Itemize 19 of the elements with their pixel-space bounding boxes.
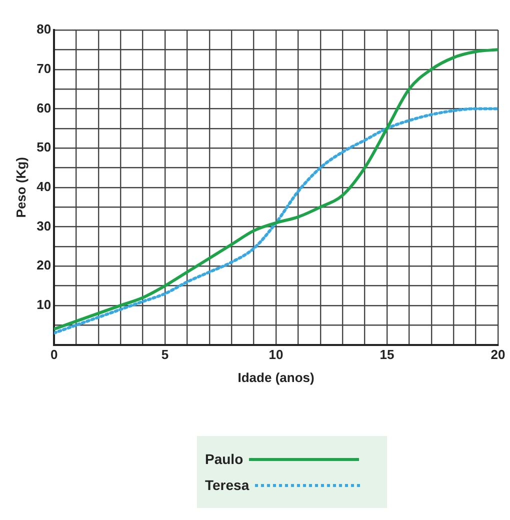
line-series	[54, 48, 498, 331]
legend-label: Teresa	[205, 477, 250, 493]
y-tick-label: 30	[36, 218, 52, 234]
x-axis-title: Idade (anos)	[238, 370, 314, 385]
y-tick-label: 10	[36, 297, 52, 312]
x-tick-label: 0	[50, 347, 58, 362]
x-tick-label: 20	[490, 347, 506, 362]
y-tick-label: 70	[36, 60, 52, 76]
x-tick-label: 5	[161, 347, 169, 362]
y-tick-label: 20	[36, 258, 52, 273]
line-series	[54, 107, 498, 334]
x-tick-label: 10	[268, 347, 284, 362]
y-tick-label: 50	[36, 140, 52, 155]
y-tick-label: 60	[36, 100, 52, 116]
y-axis-title: Peso (Kg)	[13, 157, 28, 218]
legend-label: Paulo	[205, 451, 244, 467]
y-tick-label: 80	[36, 22, 52, 37]
x-tick-label: 15	[380, 347, 394, 362]
y-tick-label: 40	[36, 178, 52, 194]
